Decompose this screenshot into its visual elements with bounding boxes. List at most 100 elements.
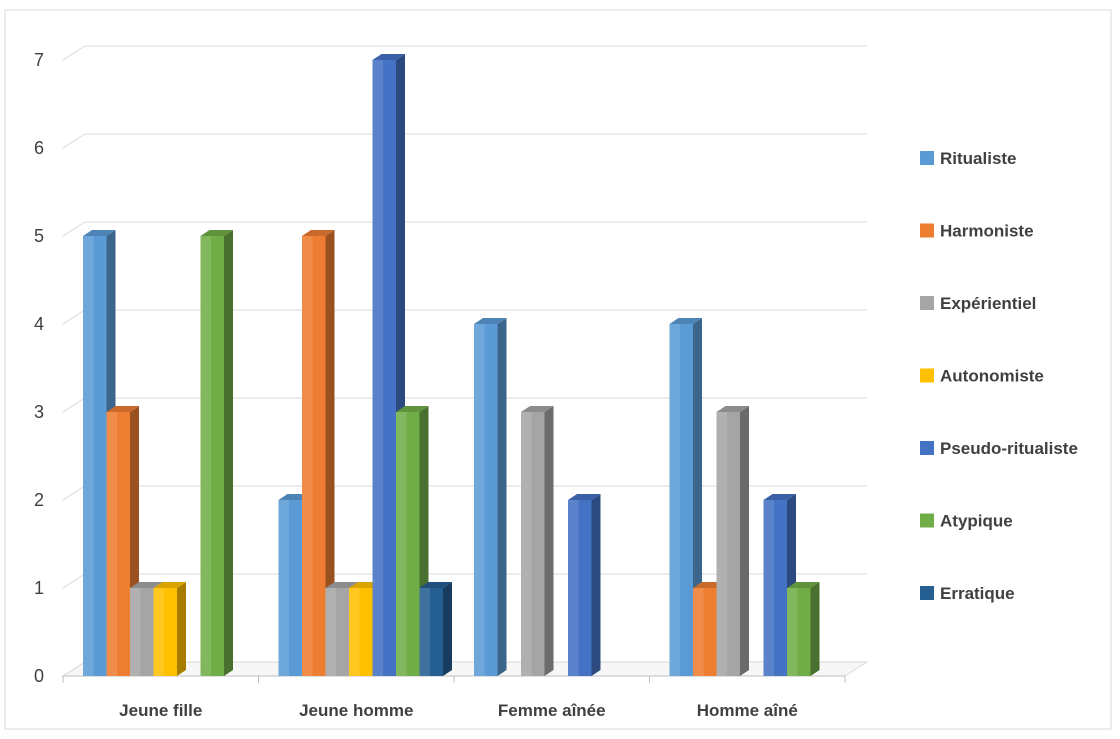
legend-item: Atypique [920,512,1013,531]
bar-front [419,588,443,676]
bar-highlight [787,588,798,676]
bar-top [396,406,429,412]
y-tick-label: 1 [34,578,44,598]
bar-front [763,500,787,676]
y-tick-label: 6 [34,138,44,158]
bar-highlight [568,500,579,676]
bar-highlight [153,588,165,676]
bar-front [396,412,420,676]
legend-item: Erratique [920,584,1015,603]
bar-highlight [669,324,681,676]
gridline-depth [62,573,86,589]
bar-side [497,318,507,676]
bar-side [177,582,186,676]
x-tick-label: Jeune fille [119,701,202,720]
bar-front [787,588,811,676]
bar-highlight [106,412,118,676]
bar-front [693,588,717,676]
legend-label: Erratique [940,584,1015,603]
y-tick-label: 2 [34,490,44,510]
legend-label: Atypique [940,512,1013,531]
bar [716,406,749,676]
bar-top [763,494,796,500]
bar-top [83,230,116,236]
bar [419,582,452,676]
bar-highlight [396,412,407,676]
bar-front [200,236,224,676]
y-tick-label: 7 [34,50,44,70]
gridline-depth [62,221,86,237]
bar-front [372,60,396,676]
bar-front [349,588,373,676]
bar-highlight [325,588,337,676]
bar [568,494,601,676]
bar-top [130,582,163,588]
bar-side [591,494,601,676]
gridline-depth [62,397,86,413]
legend-label: Expérientiel [940,294,1036,313]
bar-top [669,318,702,324]
bar-top [474,318,507,324]
bar-top [716,406,749,412]
bar-top [521,406,554,412]
legend-label: Autonomiste [940,367,1044,386]
bar-front [474,324,498,676]
bar-highlight [419,588,431,676]
bar [200,230,233,676]
legend-swatch [920,223,934,238]
bar-front [106,412,130,676]
y-tick-label: 5 [34,226,44,246]
bar-highlight [349,588,360,676]
gridline-depth [62,309,86,325]
bar-front [325,588,349,676]
bar-front [521,412,545,676]
bar-top [153,582,186,588]
legend-swatch [920,513,934,528]
bar-highlight [130,588,141,676]
legend-label: Harmoniste [940,222,1034,241]
bar-side [544,406,554,676]
legend-swatch [920,151,934,165]
bar-front [278,500,302,676]
x-axis: Jeune fille Jeune homme Femme aînée Homme a… [62,675,846,720]
bar-front [716,412,740,676]
bar-front [669,324,693,676]
x-tick-label: Homme aîné [697,701,798,720]
legend-item: Pseudo-ritualiste [920,439,1078,458]
bar-front [153,588,177,676]
bar-top [419,582,452,588]
gridline-depth [62,661,86,677]
legend-item: Harmoniste [920,222,1034,241]
bar-side [740,406,749,676]
gridline-depth [62,485,86,501]
bars [83,54,820,676]
bar-highlight [763,500,775,676]
bar-highlight [372,60,384,676]
bar-top [106,406,139,412]
bar-top [200,230,233,236]
bar-highlight [83,236,94,676]
bar-top [302,230,335,236]
legend-item: Ritualiste [920,149,1017,168]
bar-highlight [302,236,313,676]
bar-highlight [474,324,485,676]
bar-side [224,230,233,676]
bar-highlight [200,236,212,676]
bar-side [443,582,452,676]
bar-highlight [716,412,728,676]
bar [787,582,820,676]
legend-label: Pseudo-ritualiste [940,439,1078,458]
legend-label: Ritualiste [940,149,1017,168]
gridline-depth [62,45,86,61]
legend-item: Autonomiste [920,367,1044,386]
legend-item: Expérientiel [920,294,1036,313]
bar [153,582,186,676]
legend-swatch [920,296,934,310]
y-tick-label: 3 [34,402,44,422]
bar-top [568,494,601,500]
x-tick-label: Femme aînée [498,701,606,720]
bar-highlight [693,588,704,676]
bar-front [302,236,326,676]
